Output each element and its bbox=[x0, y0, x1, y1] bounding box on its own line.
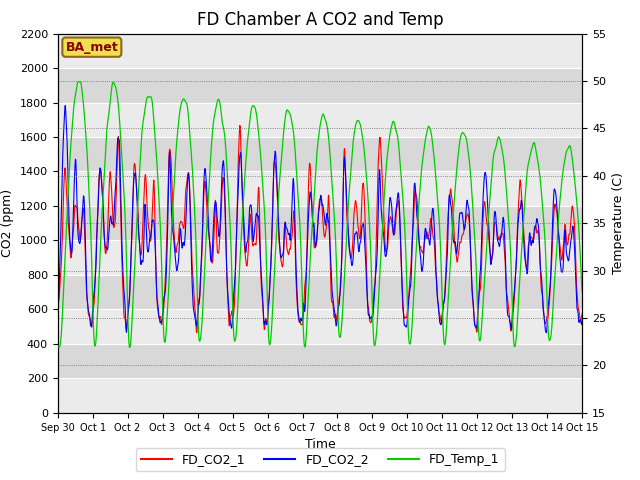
Bar bbox=[58, 34, 582, 68]
Legend: FD_CO2_1, FD_CO2_2, FD_Temp_1: FD_CO2_1, FD_CO2_2, FD_Temp_1 bbox=[136, 448, 504, 471]
Title: FD Chamber A CO2 and Temp: FD Chamber A CO2 and Temp bbox=[196, 11, 444, 29]
Text: BA_met: BA_met bbox=[65, 41, 118, 54]
Bar bbox=[58, 310, 582, 344]
Y-axis label: Temperature (C): Temperature (C) bbox=[612, 172, 625, 274]
Bar bbox=[58, 171, 582, 206]
Bar bbox=[58, 378, 582, 413]
Y-axis label: CO2 (ppm): CO2 (ppm) bbox=[1, 189, 14, 257]
Bar bbox=[58, 103, 582, 137]
Bar bbox=[58, 240, 582, 275]
X-axis label: Time: Time bbox=[305, 438, 335, 451]
